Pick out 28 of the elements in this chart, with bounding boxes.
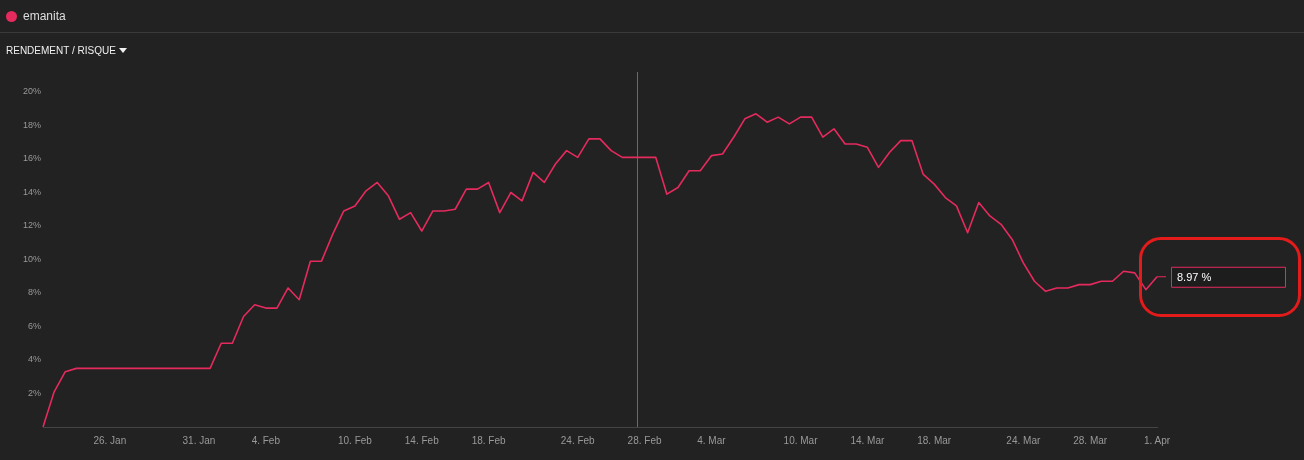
x-tick-label: 28. Feb [627, 434, 662, 446]
x-tick-label: 28. Mar [1073, 434, 1108, 446]
y-tick-label: 16% [22, 153, 41, 164]
y-tick-label: 8% [27, 287, 41, 298]
x-tick-label: 24. Feb [560, 434, 596, 446]
x-tick-label: 14. Mar [850, 434, 885, 446]
x-tick-label: 10. Feb [337, 434, 373, 446]
y-tick-label: 2% [27, 387, 41, 398]
x-tick-label: 18. Feb [471, 434, 506, 446]
y-tick-label: 20% [22, 86, 41, 97]
x-tick-label: 31. Jan [182, 434, 216, 446]
annotation: 8.97 % [1177, 270, 1212, 283]
x-tick-label: 4. Feb [251, 434, 281, 446]
x-tick-label: 24. Mar [1006, 434, 1041, 446]
y-tick-label: 14% [22, 186, 41, 197]
x-tick-label: 4. Mar [697, 434, 727, 446]
y-tick-label: 10% [22, 253, 41, 264]
y-tick-label: 4% [27, 354, 41, 365]
chart-subtitle: RENDEMENT / RISQUE [6, 45, 116, 56]
x-tick-label: 18. Mar [917, 434, 952, 446]
x-tick-label: 1. Apr [1143, 434, 1171, 446]
y-tick-label: 12% [22, 220, 41, 231]
x-tick-label: 26. Jan [93, 434, 127, 446]
x-tick-label: 10. Mar [783, 434, 819, 446]
x-tick-label: 14. Feb [404, 434, 440, 446]
y-tick-label: 6% [27, 320, 41, 331]
y-tick-label: 18% [22, 119, 41, 130]
chart-title: emanita [23, 9, 66, 23]
